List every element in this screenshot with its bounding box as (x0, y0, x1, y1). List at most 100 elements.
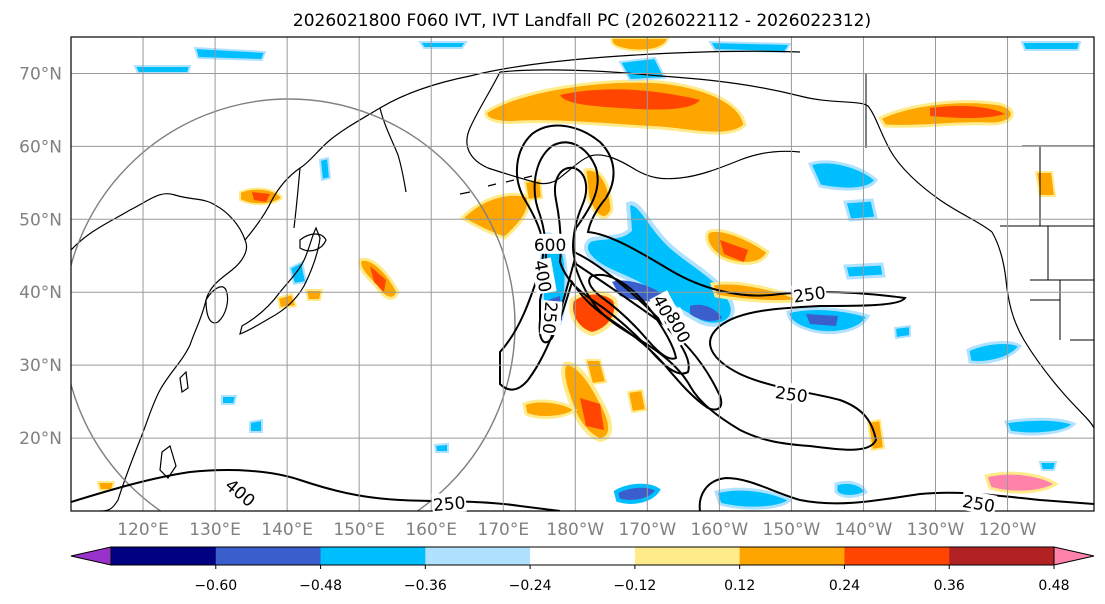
lon-label: 140°E (261, 520, 313, 540)
lon-label: 160°E (405, 520, 457, 540)
colorbar-label: −0.60 (194, 578, 237, 594)
latitude-labels: 70°N 60°N 50°N 40°N 30°N 20°N (19, 64, 62, 449)
ivt-contour-800-core (588, 273, 678, 360)
lon-label: 130°W (907, 520, 965, 540)
coast-north-america (991, 231, 1094, 429)
lon-label: 130°E (189, 520, 241, 540)
colorbar-segment (111, 547, 217, 565)
figure-title: 2026021800 F060 IVT, IVT Landfall PC (20… (293, 11, 871, 31)
anomaly-negative-east-6 (1003, 417, 1077, 436)
colorbar-segment (634, 547, 741, 565)
contour-label-halo (539, 300, 563, 336)
anomaly-negative-bottom-2 (714, 487, 793, 510)
anomaly-strong-positive-east-1 (720, 240, 748, 262)
anomaly-negative-east-2 (843, 198, 878, 222)
coast-philippines (159, 445, 177, 479)
contour-label-group: 250 (791, 281, 828, 308)
landfall-region-circle (71, 98, 516, 511)
anomaly-negative-top-2 (418, 41, 468, 49)
colorbar-frame (110, 546, 1055, 566)
anomaly-negative-east-7 (893, 324, 911, 340)
contour-label-group: 400 (529, 257, 557, 295)
lat-label: 70°N (19, 64, 62, 84)
lon-label: 160°W (690, 520, 748, 540)
lon-label: 170°E (477, 520, 529, 540)
colorbar-label: 0.36 (934, 578, 965, 594)
ivt-contour-250-main (499, 124, 907, 451)
colorbar-label: 0.24 (829, 578, 860, 594)
coast-russia-pacific (244, 50, 801, 241)
contour-label-group: 250 (431, 491, 467, 516)
contour-label: 250 (538, 301, 561, 335)
anomaly-negative-top-6 (1020, 41, 1082, 51)
anomaly-negative-east-3 (843, 262, 886, 280)
contour-label-halo (773, 381, 810, 406)
colorbar-label: −0.12 (613, 578, 656, 594)
coast-kamchatka (379, 107, 407, 193)
lat-label: 60°N (19, 137, 62, 157)
anomaly-strong-positive-subtropical (580, 398, 604, 430)
colorbar-label: −0.36 (404, 578, 447, 594)
anomaly-negative-east-1 (807, 160, 878, 191)
colorbar-segment (949, 547, 1055, 565)
anomaly-positive-honshu-2 (304, 289, 324, 301)
anomaly-positive-bottom-2 (96, 481, 116, 491)
anomaly-positive-canada-2 (1034, 171, 1057, 197)
longitude-labels: 120°E 130°E 140°E 150°E 160°E 170°E 180°W 170°W… (117, 520, 1036, 540)
colorbar-segment (215, 547, 322, 565)
anomaly-positive-top (610, 37, 670, 52)
anomaly-strong-positive-west-pacific (370, 266, 386, 292)
contour-label-halo (960, 489, 998, 516)
lon-label: 170°W (618, 520, 676, 540)
anomaly-negative-east-5 (966, 341, 1023, 364)
coast-hokkaido (299, 233, 327, 252)
contour-label: 250 (792, 283, 827, 307)
lon-label: 150°E (333, 520, 385, 540)
anomaly-positive-subtropical-3 (584, 359, 608, 386)
contour-label-group: 600 (533, 233, 568, 256)
lat-label: 20°N (19, 429, 62, 449)
contour-label: 250 (961, 492, 996, 517)
anomaly-positive-bottom-1 (984, 471, 1059, 494)
anomaly-negative-philippines (249, 418, 263, 433)
contour-label: 250 (774, 383, 809, 407)
anomaly-negative-kamchatka (318, 156, 332, 182)
colorbar-label: −0.24 (509, 578, 552, 594)
contour-label: 250 (432, 493, 466, 516)
anomaly-negative-central-dark-2 (690, 304, 722, 321)
anomaly-positive-dateline (459, 192, 531, 240)
contour-label-halo (431, 491, 467, 515)
anomaly-strong-positive-canada (930, 106, 1005, 118)
colorbar-extend-low (70, 546, 112, 566)
border-us-states (1030, 226, 1094, 341)
filled-anomalies (96, 37, 1082, 510)
ivt-contour-600-inner (554, 166, 690, 375)
colorbar: −0.60 −0.48 −0.36 −0.24 −0.12 0.12 0.24 0.36 0.4… (70, 546, 1095, 594)
contour-label-halo (791, 281, 828, 306)
coast-taiwan (179, 370, 189, 394)
anomaly-negative-bottom-4 (1038, 461, 1058, 471)
gridlines (71, 37, 1094, 511)
lat-label: 50°N (19, 210, 62, 230)
anomaly-negative-bottom-3 (834, 480, 868, 498)
colorbar-label: −0.48 (299, 578, 342, 594)
lon-label: 120°W (979, 520, 1037, 540)
contour-label-halo (533, 233, 568, 254)
colorbar-label: 0.12 (724, 578, 755, 594)
coast-aleutians (459, 175, 533, 195)
anomaly-negative-top-3 (193, 46, 267, 62)
anomaly-negative-west-subtrop-2 (433, 442, 449, 453)
coast-korea (205, 286, 229, 324)
lon-label: 120°E (117, 520, 169, 540)
contour-label: 600 (534, 236, 566, 256)
anomaly-negative-west-subtrop (221, 395, 238, 405)
anomaly-positive-subtropical-4 (626, 388, 648, 414)
anomaly-strong-positive-alaska (560, 89, 700, 110)
colorbar-segment (320, 547, 426, 565)
lat-label: 40°N (19, 283, 62, 303)
lon-label: 140°W (835, 520, 893, 540)
anomaly-strong-positive-japan (252, 192, 270, 202)
colorbar-segment (739, 547, 845, 565)
map-frame (70, 36, 1095, 512)
